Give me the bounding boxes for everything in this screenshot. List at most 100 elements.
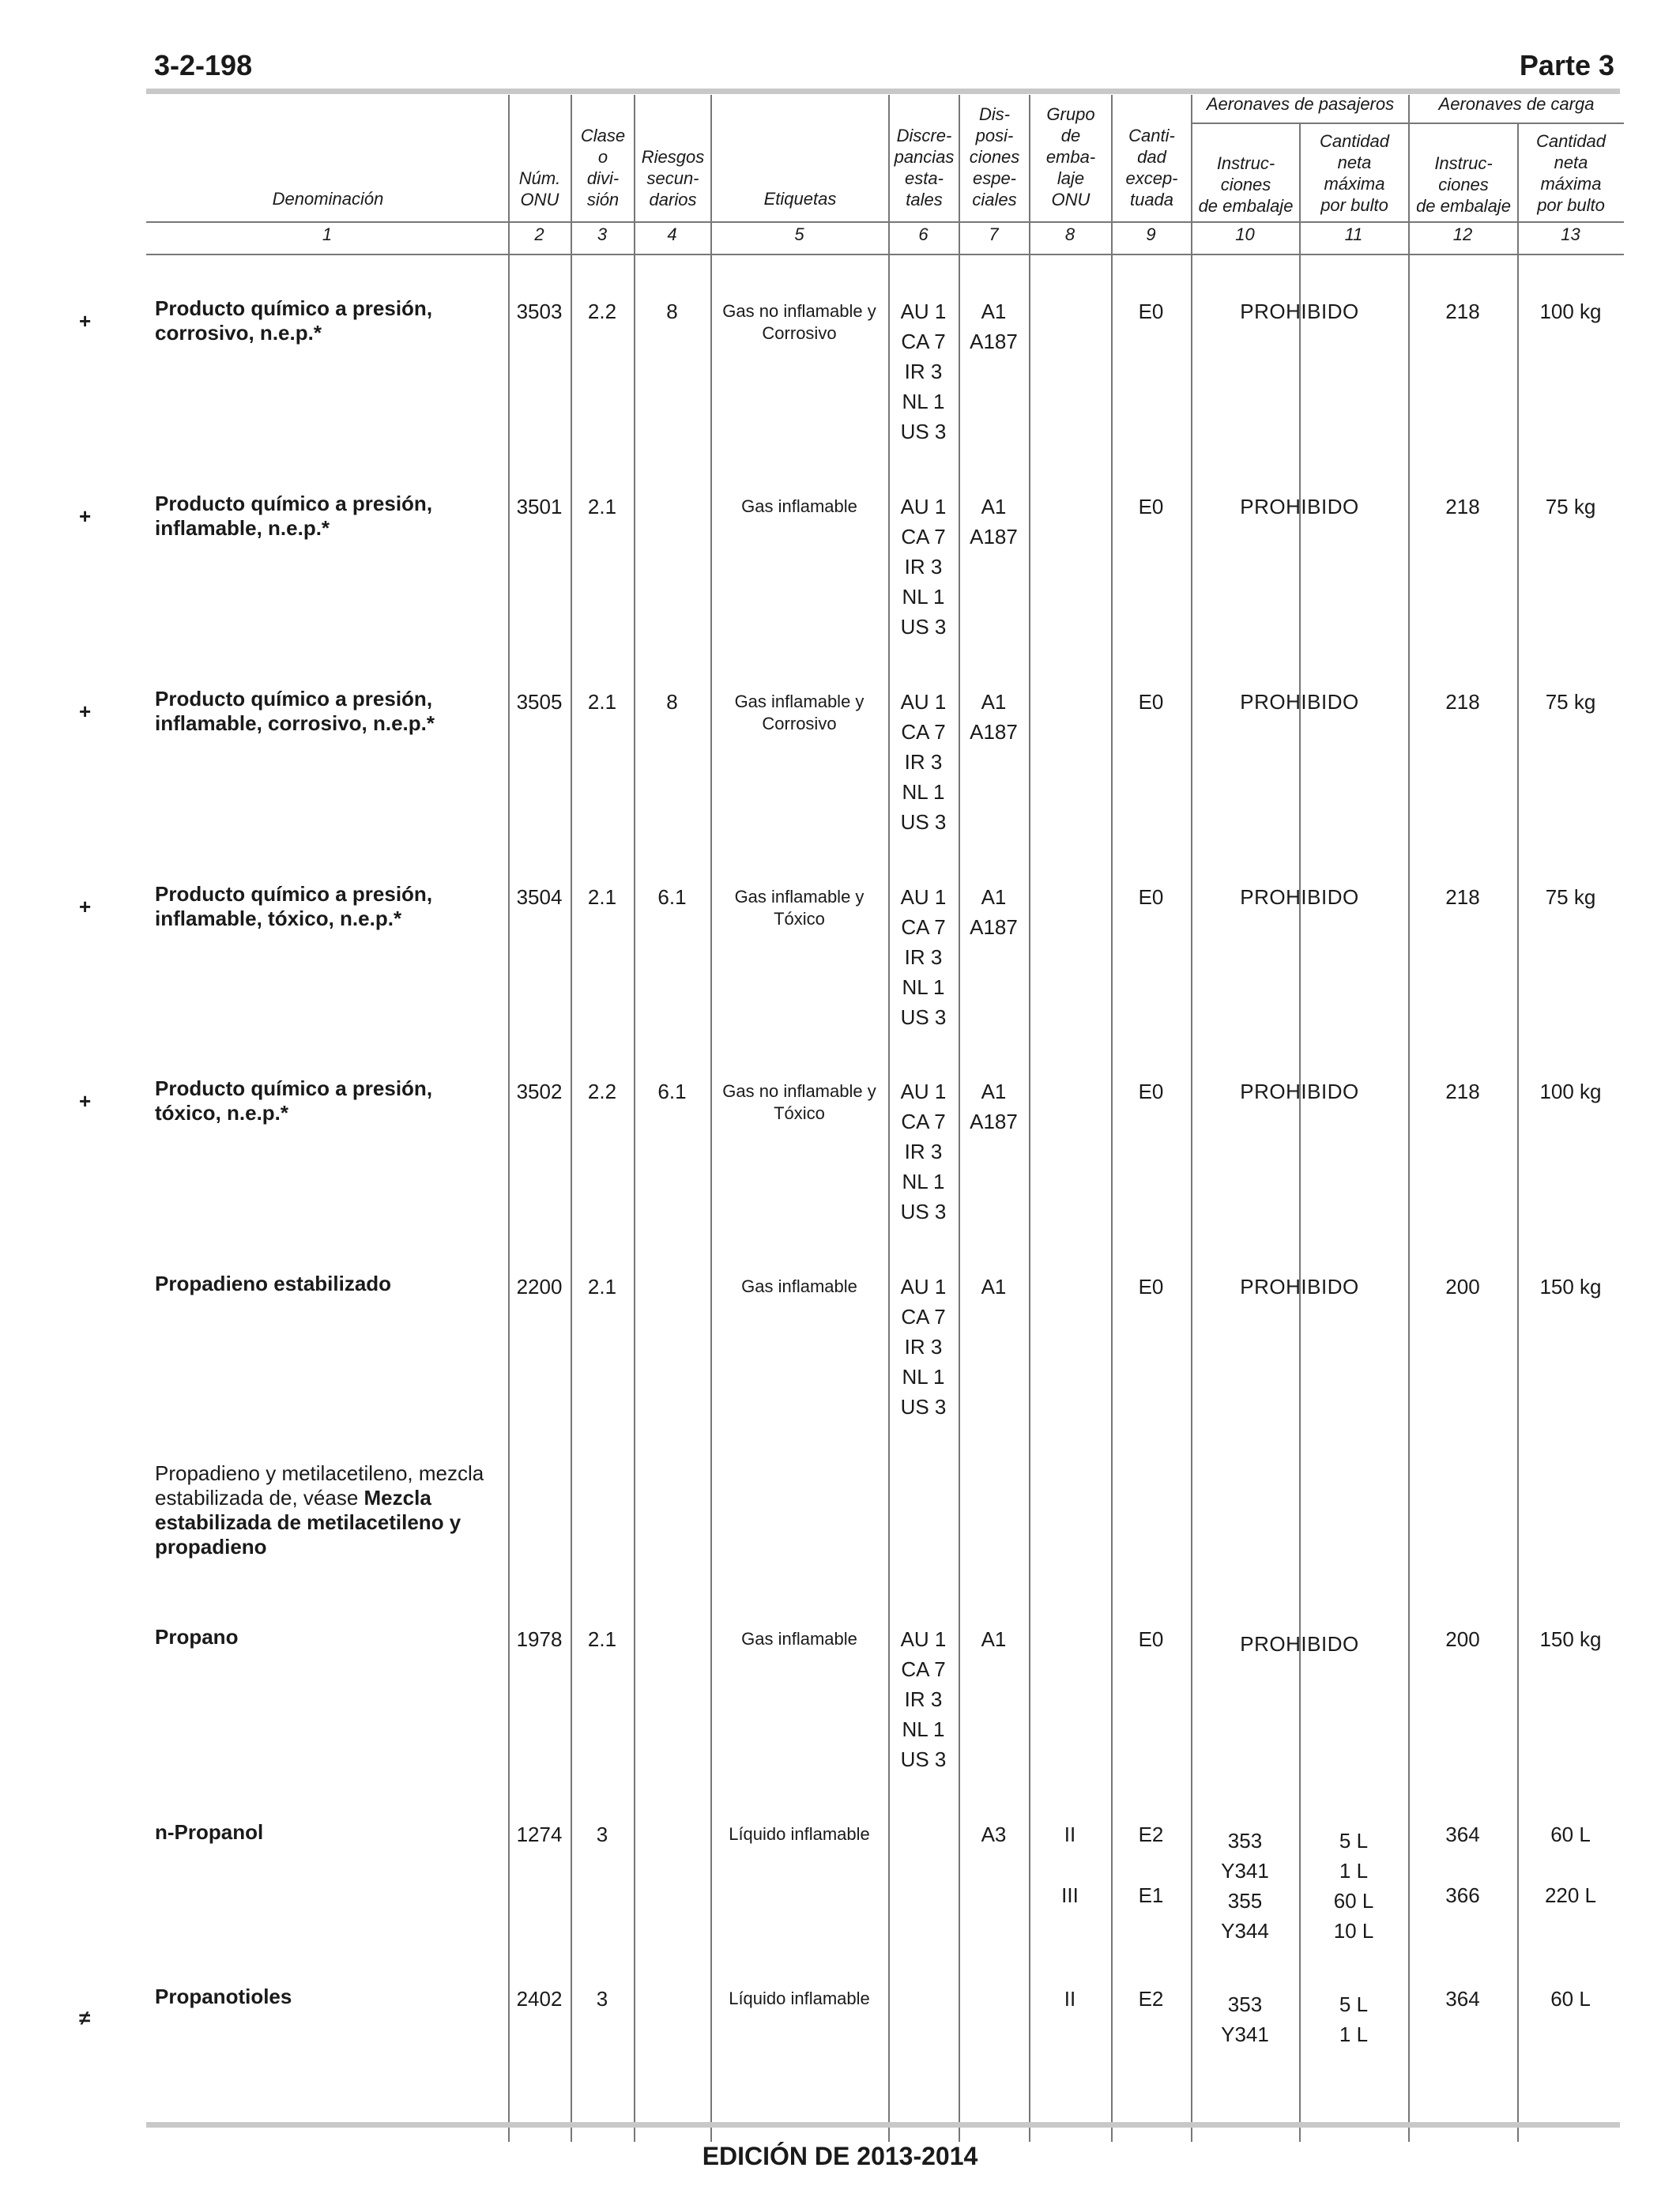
- hazard-label: Líquido inflamable: [729, 1824, 870, 1844]
- passenger-prohibited: PROHIBIDO: [1240, 1080, 1359, 1103]
- un-number: 1978: [516, 1627, 563, 1651]
- class-division: 2.2: [587, 300, 617, 323]
- subsidiary-risk: 6.1: [657, 1080, 687, 1103]
- col-divider: [1408, 95, 1410, 2142]
- col-divider: [888, 95, 890, 2142]
- header-cantidad-exceptuada: Canti- dad excep- tuada: [1125, 126, 1178, 209]
- cargo-packing-instruction: 218: [1445, 885, 1480, 909]
- entry-name: Propano: [155, 1625, 239, 1649]
- header-carga: Aeronaves de carga: [1438, 94, 1595, 114]
- passenger-packing-instruction: 353 Y341: [1221, 1992, 1269, 2046]
- hazard-label: Gas inflamable y Tóxico: [734, 887, 864, 929]
- cargo-packing-instruction: 200: [1445, 1627, 1480, 1651]
- class-division: 2.1: [587, 1627, 617, 1651]
- col-number: 9: [1146, 224, 1156, 244]
- class-division: 2.2: [587, 1080, 617, 1103]
- hazard-label: Líquido inflamable: [729, 1989, 870, 2008]
- header-rule: [146, 221, 1624, 223]
- cargo-max-quantity: 75 kg: [1545, 495, 1596, 518]
- un-number: 3503: [516, 300, 563, 323]
- reference-entry: Propadieno y metilacetileno, mezcla esta…: [155, 1461, 503, 1559]
- col-number: 13: [1561, 224, 1580, 244]
- hazard-label: Gas no inflamable y Tóxico: [722, 1081, 876, 1123]
- state-variations: AU 1 CA 7 IR 3 NL 1 US 3: [900, 1275, 947, 1419]
- cargo-packing-instruction: 218: [1445, 1080, 1480, 1103]
- passenger-packing-instruction: 353 Y341 355 Y344: [1221, 1829, 1269, 1943]
- special-provisions: A1 A187: [970, 1080, 1018, 1133]
- class-division: 3: [596, 1823, 608, 1846]
- hazard-label: Gas no inflamable y Corrosivo: [722, 301, 876, 343]
- subsidiary-risk: 6.1: [657, 885, 687, 909]
- header-denominacion: Denominación: [272, 189, 384, 209]
- cargo-max-quantity: 75 kg: [1545, 885, 1596, 909]
- special-provisions: A1: [981, 1627, 1007, 1651]
- header-cantidad-pax: Cantidad neta máxima por bulto: [1319, 131, 1390, 215]
- cargo-max-quantity: 60 L: [1550, 1823, 1591, 1846]
- special-provisions: A1 A187: [970, 495, 1018, 548]
- cargo-max-quantity: 150 kg: [1539, 1627, 1602, 1651]
- cargo-max-quantity: 150 kg: [1539, 1275, 1602, 1299]
- special-provisions: A1 A187: [970, 690, 1018, 744]
- change-mark: +: [79, 699, 92, 723]
- col-divider: [1191, 95, 1192, 2142]
- un-number: 3504: [516, 885, 563, 909]
- header-rule: [146, 254, 1624, 255]
- packing-group: II: [1064, 1987, 1076, 2011]
- excepted-quantity: E2: [1138, 1823, 1164, 1846]
- passenger-max-quantity: 5 L 1 L: [1339, 1992, 1369, 2046]
- col-number: 3: [597, 224, 608, 244]
- col-divider: [1111, 95, 1113, 2142]
- entry-name: Producto químico a presión, inflamable, …: [155, 882, 433, 930]
- header-discrepancias: Discre- pancias esta- tales: [894, 126, 955, 209]
- passenger-prohibited: PROHIBIDO: [1240, 300, 1359, 323]
- top-rule: [146, 89, 1620, 94]
- un-number: 2200: [516, 1275, 563, 1299]
- class-division: 2.1: [587, 1275, 617, 1299]
- cargo-max-quantity: 60 L: [1550, 1987, 1591, 2011]
- passenger-prohibited: PROHIBIDO: [1240, 1275, 1359, 1299]
- edition-footer: EDICIÓN DE 2013-2014: [702, 2142, 978, 2170]
- cargo-packing-instruction: 218: [1445, 690, 1480, 714]
- col-divider: [1299, 123, 1301, 2142]
- cargo-max-quantity: 100 kg: [1539, 300, 1602, 323]
- cargo-packing-instruction: 200: [1445, 1275, 1480, 1299]
- col-number: 11: [1344, 224, 1363, 244]
- special-provisions: A3: [981, 1823, 1007, 1846]
- un-number: 2402: [516, 1987, 563, 2011]
- packing-group: II: [1064, 1823, 1076, 1846]
- state-variations: AU 1 CA 7 IR 3 NL 1 US 3: [900, 885, 947, 1029]
- entry-name: n-Propanol: [155, 1820, 264, 1844]
- entry-name: Propadieno estabilizado: [155, 1272, 392, 1295]
- excepted-quantity: E2: [1138, 1987, 1164, 2011]
- cargo-packing-instruction: 364: [1445, 1987, 1480, 2011]
- state-variations: AU 1 CA 7 IR 3 NL 1 US 3: [900, 690, 947, 834]
- col-number: 6: [918, 224, 929, 244]
- state-variations: AU 1 CA 7 IR 3 NL 1 US 3: [900, 1080, 947, 1223]
- subsidiary-risk: 8: [666, 300, 678, 323]
- state-variations: AU 1 CA 7 IR 3 NL 1 US 3: [900, 1627, 947, 1771]
- change-mark: +: [79, 309, 92, 333]
- excepted-quantity: E0: [1138, 690, 1164, 714]
- col-divider: [710, 95, 712, 2142]
- class-division: 3: [596, 1987, 608, 2011]
- header-riesgos: Riesgos secun- darios: [641, 147, 705, 209]
- header-num-onu: Núm. ONU: [518, 168, 561, 209]
- packing-group: III: [1061, 1883, 1079, 1907]
- un-number: 3505: [516, 690, 563, 714]
- header-clase: Clase o divi- sión: [580, 126, 626, 209]
- class-division: 2.1: [587, 495, 617, 518]
- cargo-packing-instruction: 218: [1445, 495, 1480, 518]
- un-number: 3502: [516, 1080, 563, 1103]
- change-mark: +: [79, 504, 92, 528]
- header-grupo: Grupo de emba- laje ONU: [1045, 104, 1096, 209]
- col-divider: [634, 95, 635, 2142]
- entry-name: Propanotioles: [155, 1985, 292, 2008]
- entry-name: Producto químico a presión, inflamable, …: [155, 687, 435, 735]
- header-pasajeros: Aeronaves de pasajeros: [1206, 94, 1395, 114]
- group-rule: [1191, 123, 1624, 124]
- part-title: Parte 3: [1519, 49, 1614, 81]
- col-number: 4: [667, 224, 677, 244]
- entry-name: Producto químico a presión, inflamable, …: [155, 492, 433, 540]
- excepted-quantity: E0: [1138, 300, 1164, 323]
- excepted-quantity: E1: [1138, 1883, 1164, 1907]
